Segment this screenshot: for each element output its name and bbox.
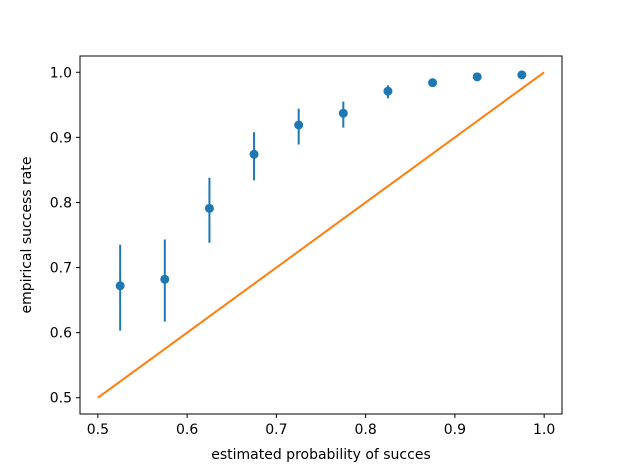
x-tick-label: 0.6 — [176, 422, 198, 438]
series-layer — [97, 70, 545, 399]
x-axis-ticks: 0.5 0.6 0.7 0.8 0.9 1.0 — [87, 414, 555, 438]
data-point — [383, 86, 393, 96]
y-tick-label: 0.6 — [50, 326, 72, 342]
data-point — [517, 70, 527, 80]
data-point — [115, 281, 125, 291]
y-tick-label: 0.5 — [50, 391, 72, 407]
data-point — [204, 203, 214, 213]
x-tick-label: 0.5 — [87, 422, 109, 438]
x-axis-label: estimated probability of succes — [211, 447, 431, 463]
plot-frame — [79, 55, 563, 415]
y-axis-ticks: 0.5 0.6 0.7 0.8 0.9 1.0 — [50, 65, 80, 407]
x-tick-label: 0.9 — [444, 422, 466, 438]
x-tick-label: 0.8 — [354, 422, 376, 438]
y-tick-label: 0.9 — [50, 130, 72, 146]
data-point — [160, 274, 170, 284]
data-point — [294, 120, 304, 130]
y-axis-label: empirical success rate — [19, 157, 35, 314]
x-tick-label: 1.0 — [533, 422, 555, 438]
data-point — [338, 108, 348, 118]
y-tick-label: 0.7 — [50, 261, 72, 277]
y-tick-label: 1.0 — [50, 65, 72, 81]
calibration-line — [97, 71, 545, 399]
data-point — [428, 78, 438, 88]
y-tick-label: 0.8 — [50, 195, 72, 211]
x-tick-label: 0.7 — [265, 422, 287, 438]
data-point — [249, 149, 259, 159]
data-point — [472, 72, 482, 82]
